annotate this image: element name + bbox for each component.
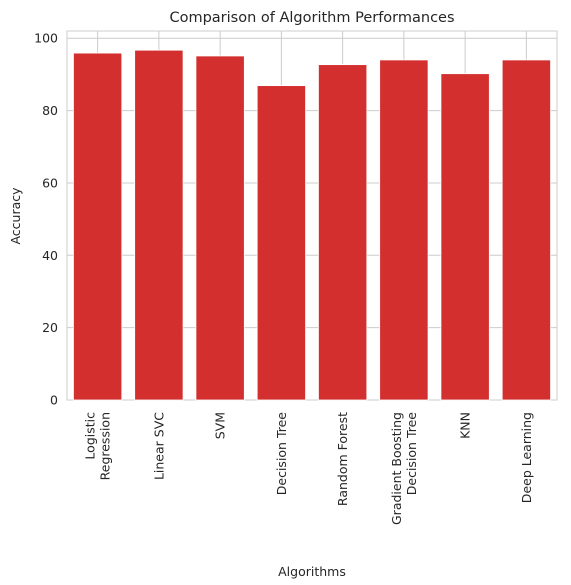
plot-area	[67, 31, 557, 400]
y-tick-label: 80	[42, 103, 58, 118]
bar	[318, 65, 366, 400]
y-tick-label: 20	[42, 320, 58, 335]
x-tick-label: KNN	[458, 412, 473, 439]
x-tick-label: SVM	[213, 412, 228, 439]
x-tick-label-group: Gradient Boosting Decision Tree	[389, 412, 419, 525]
x-tick-label: Decision Tree	[404, 412, 419, 496]
x-tick-label-group: KNN	[458, 412, 473, 439]
y-tick-label: 40	[42, 248, 58, 263]
x-tick-labels: Logistic Regression Linear SVC SVM Decision …	[83, 412, 534, 525]
y-axis-label: Accuracy	[8, 187, 23, 245]
y-tick-label: 100	[34, 31, 58, 46]
x-tick-label: Linear SVC	[151, 412, 166, 480]
y-tick-label: 60	[42, 175, 58, 190]
bar	[502, 60, 550, 400]
x-tick-label-group: Logistic Regression	[83, 412, 113, 480]
x-tick-label: Decision Tree	[274, 412, 289, 496]
x-tick-label-group: SVM	[213, 412, 228, 439]
x-tick-label: Logistic	[83, 412, 98, 460]
bar	[441, 74, 489, 400]
x-tick-label: Deep Learning	[519, 412, 534, 503]
x-tick-label-group: Random Forest	[335, 412, 350, 506]
bar	[257, 86, 305, 400]
x-tick-label: Gradient Boosting	[389, 412, 404, 525]
x-tick-label-group: Linear SVC	[151, 412, 166, 480]
bar	[73, 53, 121, 400]
y-tick-labels: 0 20 40 60 80 100	[34, 31, 58, 408]
x-axis-label: Algorithms	[278, 564, 346, 579]
chart-title: Comparison of Algorithm Performances	[169, 10, 454, 26]
x-tick-label: Random Forest	[335, 412, 350, 506]
x-tick-label-group: Decision Tree	[274, 412, 289, 496]
y-tick-label: 0	[50, 393, 58, 408]
bar	[196, 56, 244, 400]
x-tick-label: Regression	[98, 412, 113, 480]
bar	[380, 60, 428, 400]
x-tick-label-group: Deep Learning	[519, 412, 534, 503]
bar	[135, 50, 183, 400]
